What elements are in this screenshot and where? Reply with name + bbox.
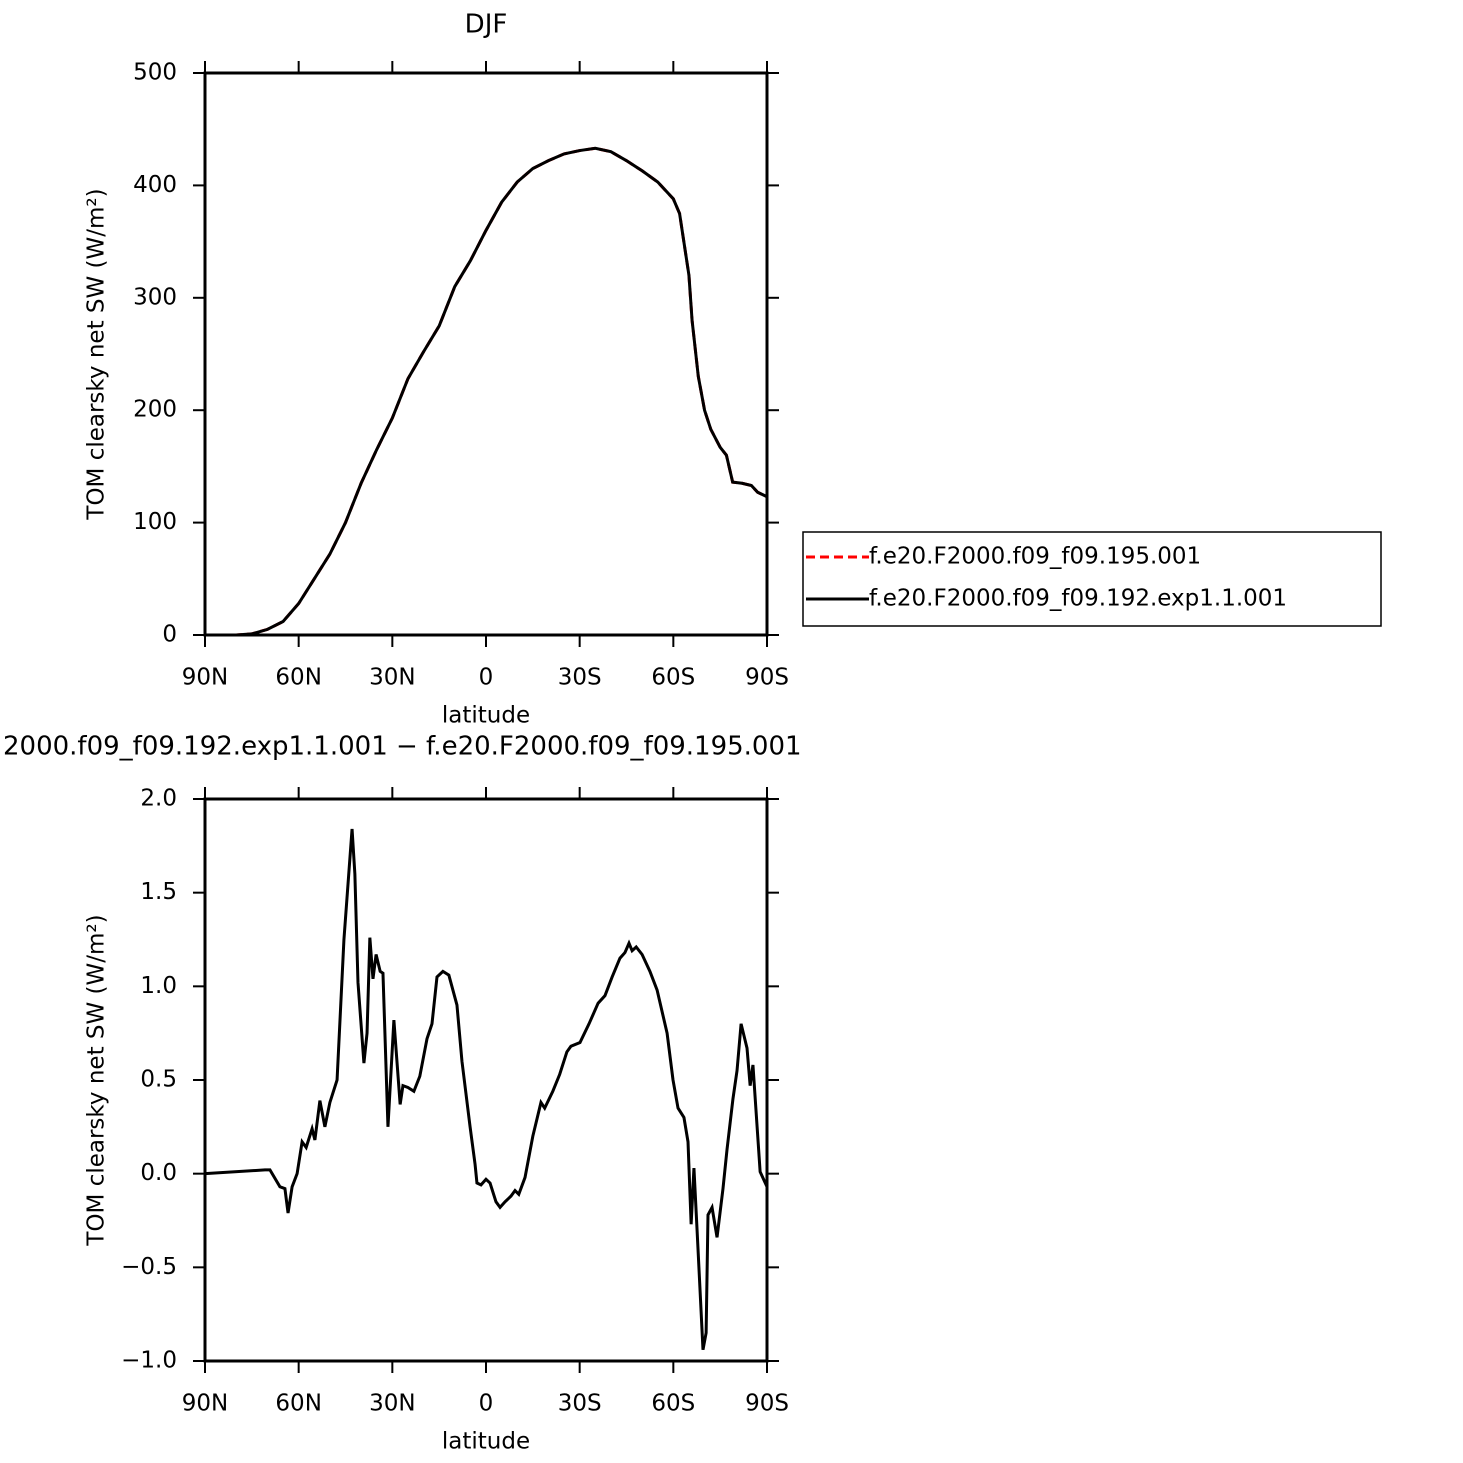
y-axis-label: TOM clearsky net SW (W/m²) bbox=[84, 914, 110, 1246]
legend-label: f.e20.F2000.f09_f09.195.001 bbox=[869, 544, 1201, 570]
y-tick-label: 1.5 bbox=[140, 879, 177, 905]
y-tick-label: 500 bbox=[133, 60, 177, 86]
x-tick-label: 60S bbox=[651, 1391, 695, 1417]
y-axis-label: TOM clearsky net SW (W/m²) bbox=[84, 188, 110, 520]
x-tick-label: 60N bbox=[275, 1391, 321, 1417]
y-tick-label: 200 bbox=[133, 397, 177, 423]
y-tick-label: 100 bbox=[133, 509, 177, 535]
x-tick-label: 30S bbox=[558, 1391, 602, 1417]
x-tick-label: 0 bbox=[479, 665, 494, 691]
data-line bbox=[204, 828, 769, 1351]
y-tick-label: −0.5 bbox=[121, 1254, 177, 1280]
x-tick-label: 90S bbox=[745, 665, 789, 691]
x-tick-label: 60N bbox=[275, 665, 321, 691]
data-line bbox=[205, 146, 768, 637]
y-tick-label: 2.0 bbox=[140, 786, 177, 812]
legend-label: f.e20.F2000.f09_f09.192.exp1.1.001 bbox=[869, 586, 1287, 612]
chart-title: DJF bbox=[465, 10, 508, 40]
y-tick-label: 300 bbox=[133, 284, 177, 310]
x-axis-label: latitude bbox=[442, 1429, 530, 1455]
x-tick-label: 30N bbox=[369, 665, 415, 691]
x-tick-label: 90N bbox=[182, 1391, 228, 1417]
y-tick-label: 1.0 bbox=[140, 973, 177, 999]
x-tick-label: 0 bbox=[479, 1391, 494, 1417]
x-tick-label: 60S bbox=[651, 665, 695, 691]
plot-frame bbox=[203, 797, 769, 1363]
x-tick-label: 90S bbox=[745, 1391, 789, 1417]
x-tick-label: 90N bbox=[182, 665, 228, 691]
legend-box bbox=[802, 531, 1382, 627]
plot-frame bbox=[203, 71, 769, 637]
y-tick-label: 0.0 bbox=[140, 1160, 177, 1186]
y-tick-label: 400 bbox=[133, 172, 177, 198]
chart-title: 2000.f09_f09.192.exp1.1.001 − f.e20.F200… bbox=[3, 732, 802, 762]
x-tick-label: 30N bbox=[369, 1391, 415, 1417]
y-tick-label: 0.5 bbox=[140, 1067, 177, 1093]
data-line bbox=[205, 146, 768, 637]
y-tick-label: −1.0 bbox=[121, 1348, 177, 1374]
y-tick-label: 0 bbox=[162, 622, 177, 648]
x-tick-label: 30S bbox=[558, 665, 602, 691]
x-axis-label: latitude bbox=[442, 703, 530, 729]
